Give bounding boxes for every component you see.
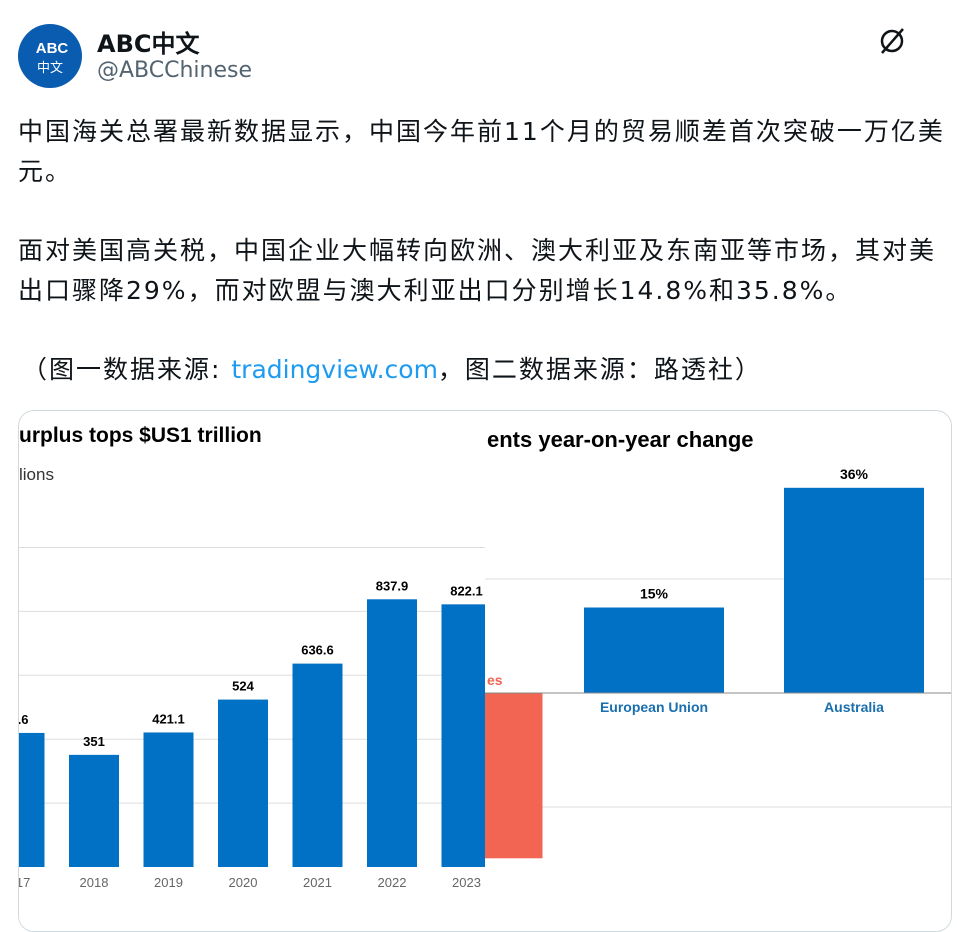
chart-title: ents year-on-year change — [487, 427, 754, 452]
media[interactable]: urplus tops $US1 trillion lions 9.6 017 351 2… — [18, 410, 952, 932]
source-prefix: （图一数据来源: — [22, 355, 232, 384]
bar — [441, 604, 485, 867]
value-label: 636.6 — [301, 643, 334, 658]
category-label: Australia — [824, 699, 884, 715]
category-label: 2023 — [452, 875, 481, 890]
author-handle[interactable]: @ABCChinese — [97, 58, 253, 83]
category-label: 2021 — [303, 875, 332, 890]
category-label: 2022 — [378, 875, 407, 890]
category-label: 2018 — [80, 875, 109, 890]
charts: urplus tops $US1 trillion lions 9.6 017 351 2… — [19, 411, 951, 931]
bar — [292, 663, 343, 867]
avatar-circle — [18, 24, 82, 88]
value-label: 421.1 — [152, 711, 185, 726]
source-link[interactable]: tradingview.com — [231, 355, 438, 384]
avatar[interactable]: ABC 中文 — [18, 24, 82, 88]
post-text: 中国海关总署最新数据显示，中国今年前11个月的贸易顺差首次突破一万亿美元。 — [18, 117, 945, 186]
chart-2: ents year-on-year change es 15% European Un… — [485, 427, 951, 859]
category-label: es — [487, 672, 503, 688]
bar — [69, 754, 119, 867]
bar — [218, 699, 268, 867]
grok-icon[interactable] — [876, 24, 910, 58]
bar — [367, 599, 417, 867]
value-label: 351 — [83, 734, 105, 749]
category-label: 017 — [19, 875, 30, 890]
source-suffix: ，图二数据来源：路透社） — [437, 355, 762, 384]
avatar-text: ABC — [36, 40, 69, 57]
value-label: 822.1 — [450, 583, 483, 598]
bar — [784, 487, 924, 693]
author-name[interactable]: ABC中文 — [97, 30, 200, 58]
bar — [485, 693, 543, 859]
value-label: 36% — [840, 466, 869, 482]
value-label: 9.6 — [19, 712, 29, 727]
post-text: 面对美国高关税，中国企业大幅转向欧洲、澳大利亚及东南亚等市场，其对美出口骤降29… — [18, 236, 937, 305]
avatar-text: 中文 — [37, 60, 63, 75]
chart-1: urplus tops $US1 trillion lions 9.6 017 351 2… — [19, 424, 485, 890]
value-label: 15% — [640, 586, 669, 602]
chart-title: urplus tops $US1 trillion — [19, 424, 262, 447]
post-source: （图一数据来源: tradingview.com，图二数据来源：路透社） — [22, 350, 952, 390]
category-label: European Union — [600, 699, 708, 715]
value-label: 524 — [232, 679, 254, 694]
bar — [143, 732, 194, 867]
chart-subtitle: lions — [19, 465, 54, 484]
bar — [584, 607, 724, 693]
value-label: 837.9 — [376, 578, 409, 593]
category-label: 2020 — [229, 875, 258, 890]
bar — [19, 732, 45, 867]
category-label: 2019 — [154, 875, 183, 890]
